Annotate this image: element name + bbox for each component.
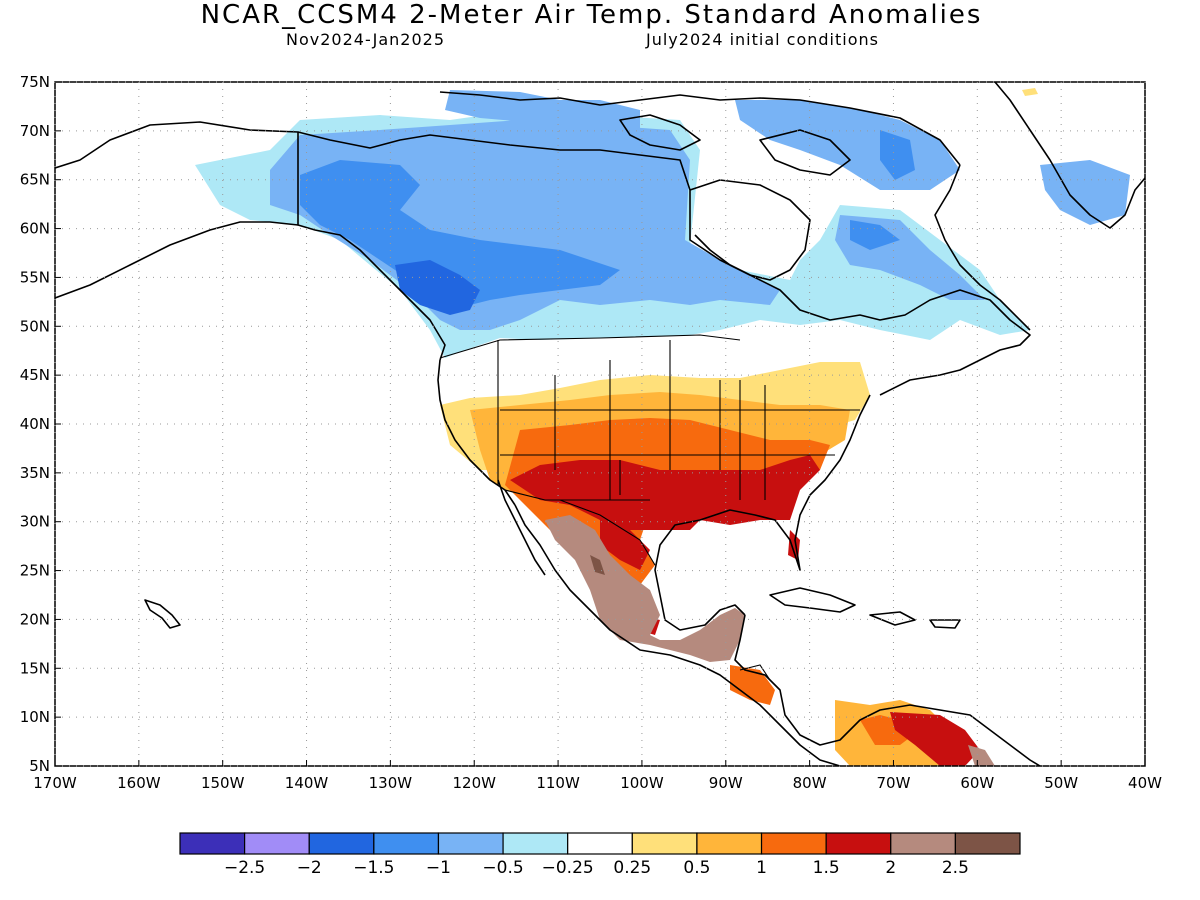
anomaly-pos-2.5-region bbox=[590, 555, 605, 575]
lon-label: 70W bbox=[877, 774, 911, 792]
lat-label: 10N bbox=[20, 708, 50, 726]
colorbar-label: 1.5 bbox=[813, 858, 840, 878]
lon-label: 90W bbox=[709, 774, 743, 792]
anomaly-pos-2-region bbox=[545, 515, 995, 766]
colorbar-label: −1 bbox=[426, 858, 451, 878]
anomaly-neg-1.5-region bbox=[395, 260, 480, 315]
colorbar-swatch bbox=[437, 832, 504, 855]
lon-label: 60W bbox=[960, 774, 994, 792]
lat-label: 20N bbox=[20, 610, 50, 628]
lat-label: 5N bbox=[29, 757, 50, 775]
colorbar-swatch bbox=[631, 832, 698, 855]
colorbar-swatch bbox=[308, 832, 375, 855]
lat-label: 50N bbox=[20, 317, 50, 335]
colorbar-labels: −2.5 −2 −1.5 −1 −0.5 −0.25 0.25 0.5 1 1.5 2 2.5 bbox=[224, 858, 969, 878]
lon-label: 50W bbox=[1044, 774, 1078, 792]
colorbar-swatch bbox=[696, 832, 763, 855]
colorbar bbox=[179, 832, 1021, 855]
colorbar-swatch bbox=[760, 832, 827, 855]
lon-label: 80W bbox=[793, 774, 827, 792]
lon-label: 160W bbox=[117, 774, 161, 792]
lon-label: 140W bbox=[285, 774, 329, 792]
lat-label: 55N bbox=[20, 268, 50, 286]
lon-label: 150W bbox=[201, 774, 245, 792]
colorbar-swatch bbox=[244, 832, 310, 855]
lat-label: 65N bbox=[20, 171, 50, 189]
lat-label: 70N bbox=[20, 122, 50, 140]
colorbar-label: −0.5 bbox=[482, 858, 523, 878]
lon-label: 120W bbox=[452, 774, 496, 792]
lon-label: 100W bbox=[620, 774, 664, 792]
colorbar-label: −0.25 bbox=[542, 858, 594, 878]
colorbar-swatch bbox=[502, 832, 569, 855]
lon-label: 170W bbox=[33, 774, 77, 792]
lat-label: 25N bbox=[20, 562, 50, 580]
colorbar-swatch bbox=[179, 832, 246, 855]
colorbar-label: 2.5 bbox=[942, 858, 969, 878]
latitude-labels: 75N 70N 65N 60N 55N 50N 45N 40N 35N 30N 25N 20N 15N 1… bbox=[20, 73, 61, 775]
lat-label: 35N bbox=[20, 464, 50, 482]
colorbar-label: 0.25 bbox=[613, 858, 651, 878]
colorbar-swatch bbox=[825, 832, 892, 855]
map-plot-area bbox=[55, 82, 1145, 766]
lon-label: 130W bbox=[369, 774, 413, 792]
longitude-labels: 170W 160W 150W 140W 130W 120W 110W 100W 90W 80W 70… bbox=[33, 760, 1162, 792]
lat-label: 45N bbox=[20, 366, 50, 384]
lat-label: 60N bbox=[20, 220, 50, 238]
colorbar-label: −2.5 bbox=[224, 858, 265, 878]
anomaly-greenland-yellow bbox=[1022, 88, 1038, 96]
coastlines bbox=[55, 82, 1145, 766]
lat-label: 15N bbox=[20, 659, 50, 677]
borders bbox=[439, 334, 860, 681]
initial-conditions: July2024 initial conditions bbox=[646, 30, 879, 49]
colorbar-swatch bbox=[373, 832, 440, 855]
lon-label: 110W bbox=[536, 774, 580, 792]
anomaly-neg-1-region bbox=[300, 130, 915, 305]
colorbar-swatch bbox=[567, 832, 633, 855]
colorbar-label: 1 bbox=[756, 858, 767, 878]
forecast-period: Nov2024-Jan2025 bbox=[286, 30, 445, 49]
map-title: NCAR_CCSM4 2-Meter Air Temp. Standard An… bbox=[200, 0, 983, 30]
colorbar-label: 2 bbox=[885, 858, 896, 878]
lat-label: 30N bbox=[20, 513, 50, 531]
anomaly-pos-1.5-region bbox=[510, 455, 980, 766]
colorbar-label: −1.5 bbox=[353, 858, 394, 878]
lon-label: 40W bbox=[1128, 774, 1162, 792]
colorbar-swatch bbox=[954, 832, 1021, 855]
lat-label: 75N bbox=[20, 73, 50, 91]
colorbar-swatch bbox=[890, 832, 956, 855]
colorbar-label: 0.5 bbox=[683, 858, 710, 878]
colorbar-label: −2 bbox=[297, 858, 322, 878]
lat-label: 40N bbox=[20, 415, 50, 433]
